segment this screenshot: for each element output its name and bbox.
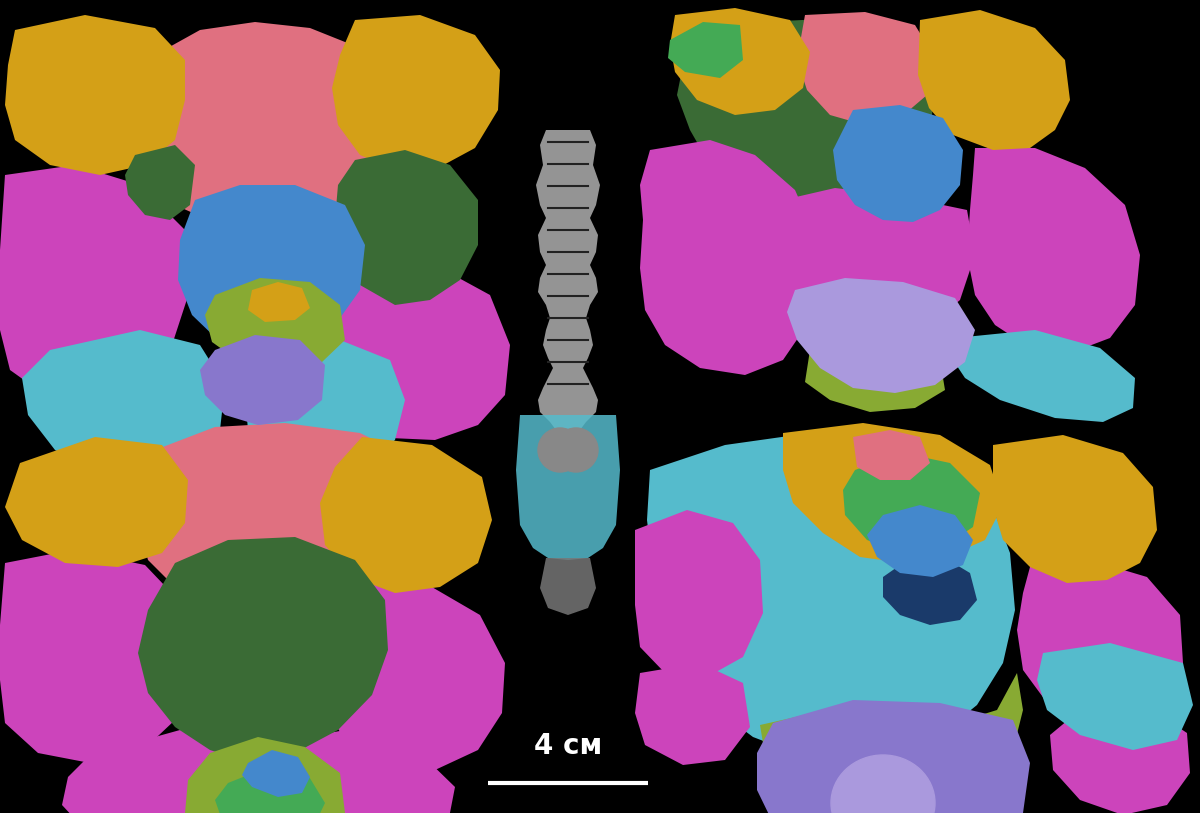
Polygon shape [1050,705,1190,813]
Ellipse shape [830,755,935,813]
Polygon shape [1018,560,1183,720]
Polygon shape [185,737,346,813]
Polygon shape [1037,643,1193,750]
Ellipse shape [554,428,598,472]
Polygon shape [787,278,974,393]
Polygon shape [5,15,185,175]
Polygon shape [516,415,620,560]
Polygon shape [805,335,946,412]
Polygon shape [677,18,935,220]
Polygon shape [178,185,365,350]
Polygon shape [967,148,1140,352]
Polygon shape [140,22,410,232]
Polygon shape [138,537,388,760]
Polygon shape [757,700,1030,813]
Polygon shape [205,278,346,370]
Polygon shape [248,282,310,322]
Polygon shape [635,510,763,677]
Polygon shape [536,130,600,435]
Polygon shape [994,435,1157,583]
Polygon shape [5,437,188,567]
Ellipse shape [538,428,582,472]
Polygon shape [125,145,194,220]
Polygon shape [853,430,930,480]
Polygon shape [797,12,935,125]
Polygon shape [784,423,1003,563]
Polygon shape [22,330,226,475]
Polygon shape [62,730,455,813]
Polygon shape [242,750,310,797]
Polygon shape [953,330,1135,422]
Polygon shape [320,437,492,593]
Polygon shape [200,335,325,425]
Polygon shape [215,767,325,813]
Polygon shape [760,673,1022,807]
Polygon shape [635,663,750,765]
Polygon shape [330,265,510,440]
Polygon shape [833,105,964,222]
Polygon shape [668,22,743,78]
Polygon shape [784,188,974,335]
Polygon shape [540,558,596,615]
Polygon shape [647,433,1015,760]
Polygon shape [640,140,820,375]
Polygon shape [883,555,977,625]
Text: 4 см: 4 см [534,732,602,760]
Polygon shape [866,505,973,577]
Polygon shape [245,340,406,472]
Polygon shape [0,165,190,400]
Polygon shape [332,15,500,170]
Polygon shape [670,8,810,115]
Polygon shape [138,423,443,613]
Polygon shape [335,150,478,305]
Polygon shape [0,550,192,763]
Polygon shape [842,453,980,553]
Polygon shape [918,10,1070,150]
Polygon shape [318,580,505,770]
